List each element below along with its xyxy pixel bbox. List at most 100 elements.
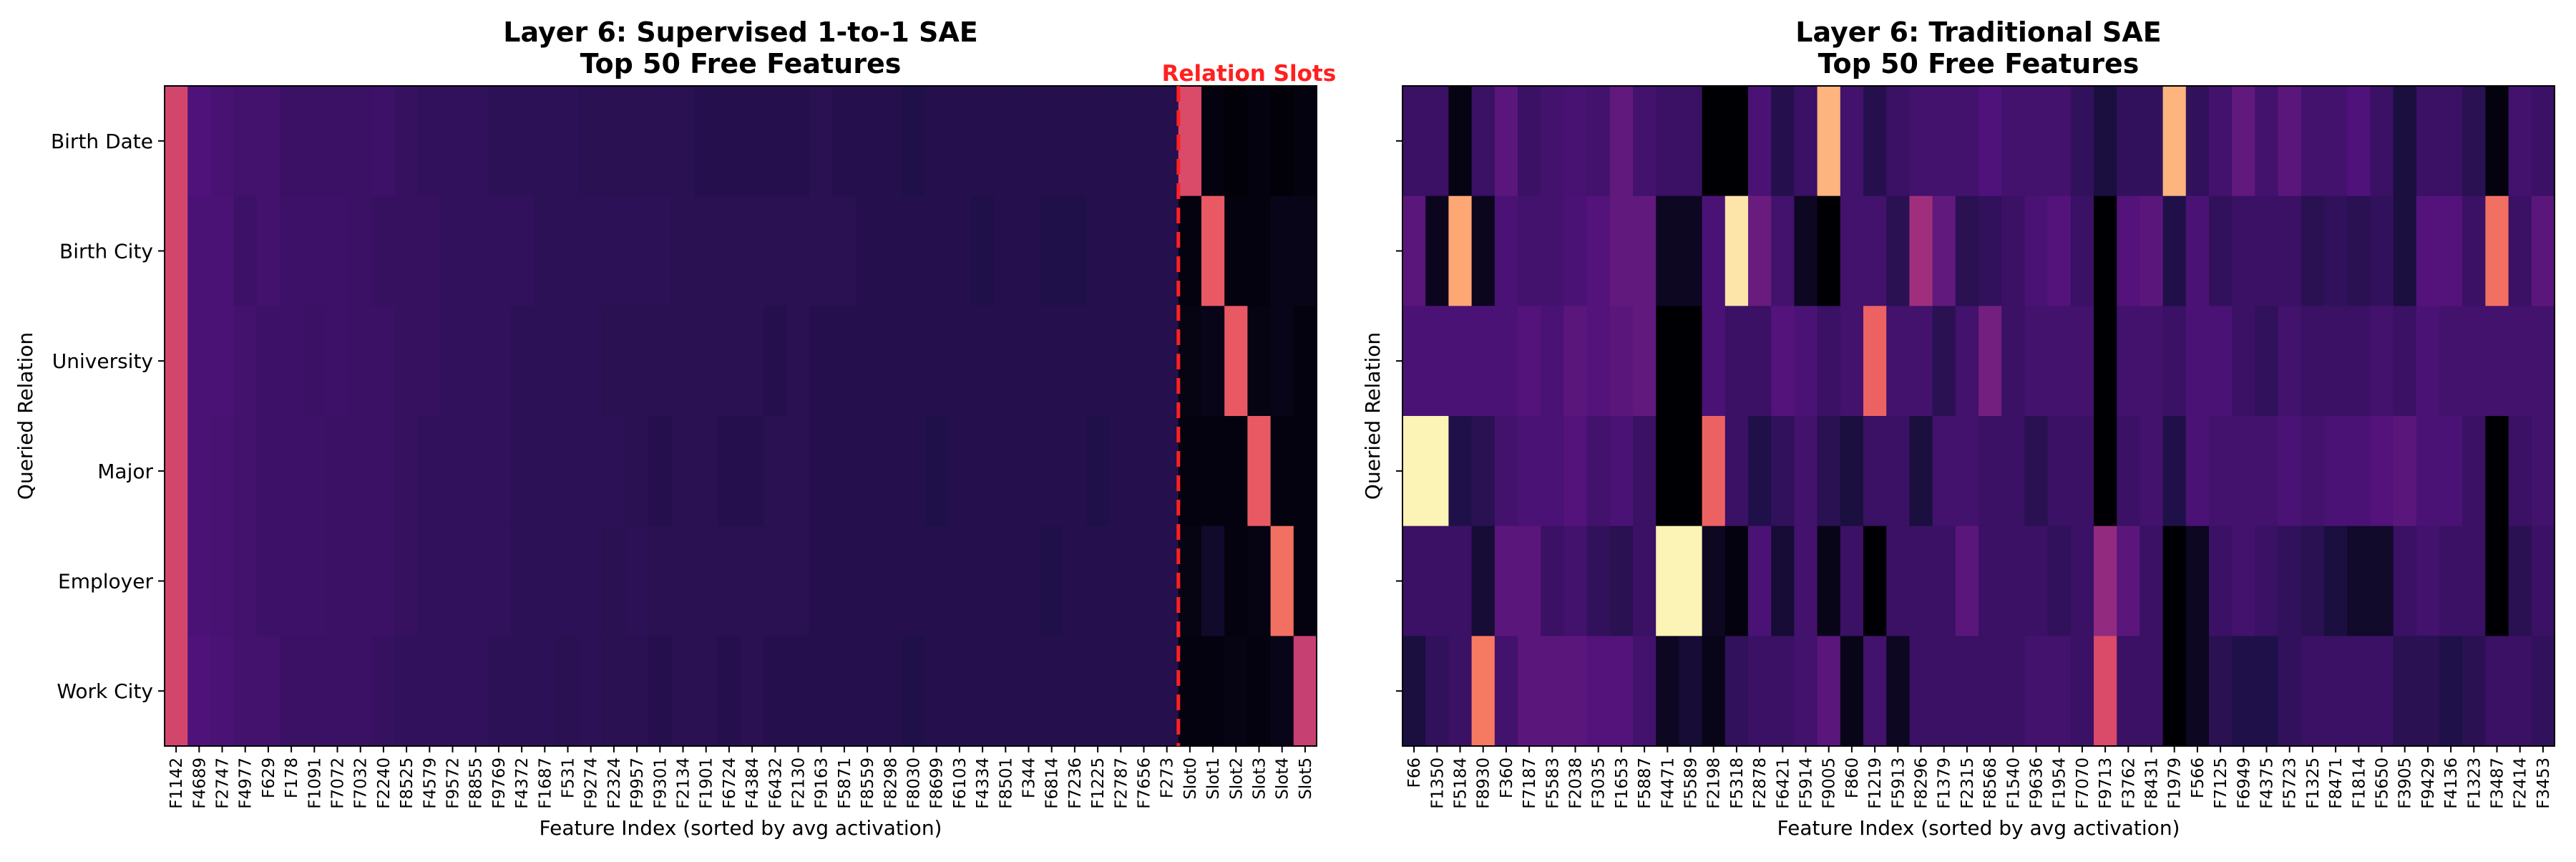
heatmap-cell bbox=[2232, 526, 2255, 636]
x-tick-label: F1091 bbox=[306, 757, 324, 809]
x-tick-label: F3762 bbox=[2119, 757, 2138, 809]
heatmap-cell bbox=[1932, 526, 1956, 636]
heatmap-cell bbox=[1155, 306, 1179, 417]
x-tick-label: F4334 bbox=[974, 757, 992, 809]
x-tick-label: F273 bbox=[1158, 757, 1177, 798]
heatmap-cell bbox=[1132, 526, 1156, 636]
heatmap-cell bbox=[1794, 416, 1818, 527]
heatmap-cell bbox=[1679, 306, 1703, 417]
heatmap-cell bbox=[2508, 636, 2532, 747]
heatmap-cell bbox=[879, 526, 902, 636]
heatmap-cell bbox=[2324, 306, 2348, 417]
x-tick-label: F9572 bbox=[444, 757, 463, 809]
heatmap-cell bbox=[809, 195, 834, 306]
heatmap-cell bbox=[579, 416, 603, 527]
heatmap-cell bbox=[625, 86, 649, 197]
x-tick-label: F2747 bbox=[214, 757, 233, 809]
heatmap-cell bbox=[1293, 416, 1317, 527]
heatmap-cell bbox=[2370, 526, 2394, 636]
heatmap-cell bbox=[1609, 195, 1634, 306]
heatmap-cell bbox=[2439, 416, 2463, 527]
heatmap-cell bbox=[2185, 526, 2210, 636]
heatmap-cell bbox=[1293, 526, 1317, 636]
heatmap-cell bbox=[2232, 636, 2255, 747]
heatmap-cell bbox=[832, 86, 857, 197]
heatmap-cell bbox=[165, 636, 188, 747]
heatmap-cell bbox=[2301, 306, 2325, 417]
heatmap-cell bbox=[2185, 636, 2210, 747]
heatmap-cell bbox=[348, 306, 373, 417]
x-tick-label: F1325 bbox=[2304, 757, 2323, 809]
heatmap-cell bbox=[280, 86, 303, 197]
heatmap-cell bbox=[464, 416, 488, 527]
heatmap-cell bbox=[1817, 306, 1841, 417]
heatmap-cell bbox=[2255, 636, 2279, 747]
heatmap-cell bbox=[856, 195, 879, 306]
heatmap-cell bbox=[1518, 636, 1541, 747]
heatmap-cell bbox=[1132, 195, 1156, 306]
heatmap-cell bbox=[280, 195, 303, 306]
x-tick-label: F1814 bbox=[2350, 757, 2368, 809]
heatmap-cell bbox=[2117, 416, 2140, 527]
heatmap-cell bbox=[1247, 86, 1272, 197]
heatmap-cell bbox=[1494, 195, 1518, 306]
heatmap-cell bbox=[2070, 86, 2094, 197]
heatmap-cell bbox=[1040, 195, 1064, 306]
heatmap-cell bbox=[1886, 306, 1910, 417]
heatmap-cell bbox=[717, 526, 741, 636]
heatmap-cell bbox=[579, 306, 603, 417]
heatmap-cell bbox=[2232, 86, 2255, 197]
heatmap-cell bbox=[2508, 306, 2532, 417]
heatmap-cell bbox=[2024, 195, 2049, 306]
heatmap-cell bbox=[510, 526, 534, 636]
heatmap-cell bbox=[348, 636, 373, 747]
heatmap-cell bbox=[947, 636, 972, 747]
heatmap-cell bbox=[2001, 416, 2025, 527]
heatmap-cell bbox=[1909, 306, 1933, 417]
heatmap-cell bbox=[2209, 86, 2233, 197]
chart-title-line: Top 50 Free Features bbox=[580, 48, 902, 79]
heatmap-cell bbox=[809, 636, 834, 747]
heatmap-cell bbox=[717, 636, 741, 747]
heatmap-cell bbox=[1224, 195, 1248, 306]
heatmap-cell bbox=[303, 195, 326, 306]
x-tick-label: F8855 bbox=[467, 757, 486, 809]
heatmap-cell bbox=[533, 526, 557, 636]
heatmap-cell bbox=[1518, 306, 1541, 417]
heatmap-cell bbox=[441, 526, 465, 636]
heatmap-cell bbox=[809, 416, 834, 527]
heatmap-cell bbox=[1178, 306, 1202, 417]
heatmap-cell bbox=[1679, 526, 1703, 636]
heatmap-cell bbox=[533, 416, 557, 527]
heatmap-cell bbox=[1748, 306, 1772, 417]
heatmap-cell bbox=[1017, 416, 1041, 527]
heatmap-cell bbox=[694, 306, 718, 417]
heatmap-cell bbox=[1086, 86, 1110, 197]
heatmap-cell bbox=[487, 306, 511, 417]
heatmap-cell bbox=[1886, 526, 1910, 636]
heatmap-cell bbox=[1909, 416, 1933, 527]
heatmap-cell bbox=[2301, 526, 2325, 636]
heatmap-cell bbox=[579, 86, 603, 197]
heatmap-cell bbox=[1840, 526, 1864, 636]
heatmap-cell bbox=[464, 636, 488, 747]
heatmap-cell bbox=[625, 636, 649, 747]
heatmap-cell bbox=[2301, 86, 2325, 197]
x-tick-label: F6103 bbox=[951, 757, 970, 809]
heatmap-cell bbox=[1086, 195, 1110, 306]
heatmap-cell bbox=[1425, 86, 1449, 197]
heatmap-cell bbox=[371, 636, 396, 747]
heatmap-cell bbox=[648, 526, 672, 636]
heatmap-cell bbox=[510, 195, 534, 306]
chart-title-line: Layer 6: Supervised 1-to-1 SAE bbox=[503, 16, 977, 48]
heatmap-cell bbox=[2393, 526, 2417, 636]
heatmap-cell bbox=[2508, 416, 2532, 527]
heatmap-cell bbox=[2024, 416, 2049, 527]
heatmap-cell bbox=[1748, 195, 1772, 306]
heatmap-cell bbox=[2162, 86, 2187, 197]
heatmap-cell bbox=[856, 306, 879, 417]
heatmap-cell bbox=[1656, 195, 1679, 306]
heatmap-cell bbox=[418, 306, 441, 417]
heatmap-cell bbox=[348, 86, 373, 197]
x-tick-label: F6421 bbox=[1774, 757, 1792, 809]
